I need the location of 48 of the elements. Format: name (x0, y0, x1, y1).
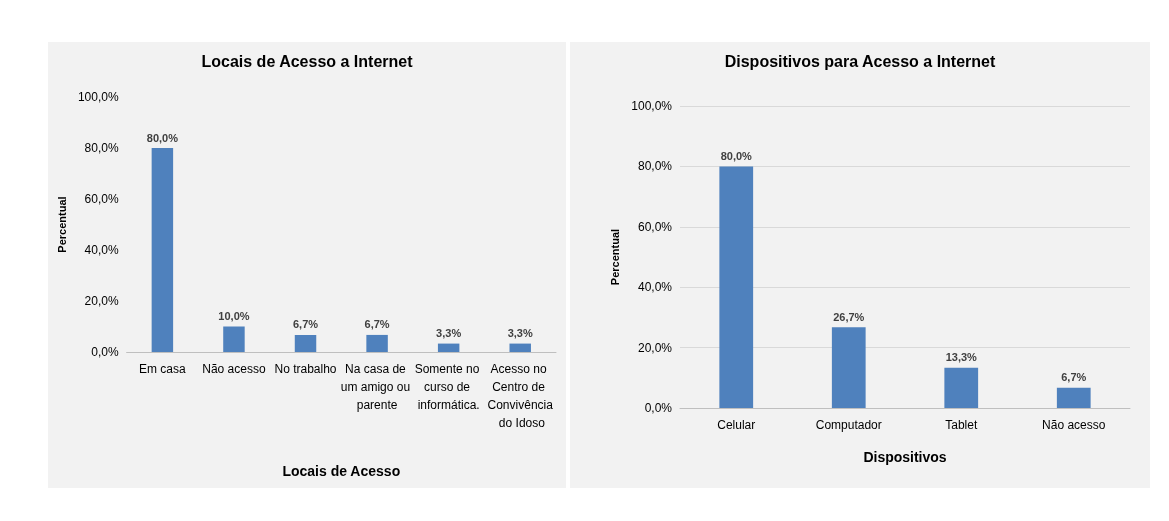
bar (831, 327, 866, 408)
x-tick-label: Não acesso (202, 362, 266, 376)
y-tick-label: 40,0% (637, 280, 673, 295)
bar (437, 343, 460, 352)
data-label: 80,0% (146, 131, 179, 144)
y-tick-label: 20,0% (84, 294, 119, 308)
y-tick-label: 80,0% (637, 159, 673, 174)
y-tick-label: 0,0% (91, 345, 119, 359)
data-label: 13,3% (945, 351, 978, 364)
x-tick-label: Computador (815, 418, 882, 432)
y-tick-label: 20,0% (637, 340, 673, 355)
x-tick-label: Em casa (139, 362, 187, 376)
x-axis-title: Dispositivos (863, 449, 947, 465)
y-tick-label: 100,0% (77, 90, 119, 104)
bar (223, 326, 245, 352)
x-tick-label: Somente no curso de informática. (414, 362, 483, 412)
x-tick-label: No trabalho (274, 362, 337, 376)
x-tick-label: Acesso no Centro de Convivência do Idoso (487, 362, 554, 430)
x-tick-label: Na casa de um amigo ou parente (340, 362, 414, 412)
bar (151, 148, 174, 352)
data-label: 3,3% (436, 327, 462, 340)
y-tick-label: 60,0% (637, 219, 673, 234)
chart-title: Dispositivos para Acesso a Internet (724, 52, 996, 70)
data-label: 80,0% (720, 149, 753, 162)
data-label: 10,0% (218, 310, 250, 322)
y-tick-label: 100,0% (631, 99, 673, 113)
bar (719, 166, 754, 408)
y-tick-label: 40,0% (84, 243, 119, 257)
x-tick-label: Não acesso (1042, 418, 1106, 432)
data-label: 6,7% (292, 318, 319, 331)
data-label: 26,7% (833, 310, 865, 323)
y-axis-title: Percentual (608, 228, 621, 286)
bar (509, 343, 531, 352)
y-tick-label: 60,0% (84, 192, 119, 206)
bar (294, 334, 317, 352)
y-tick-label: 0,0% (644, 401, 673, 415)
x-tick-label: Celular (717, 418, 756, 432)
x-axis-title: Locais de Acesso (282, 463, 401, 479)
data-label: 6,7% (1061, 371, 1087, 384)
data-label: 6,7% (364, 318, 390, 331)
y-axis-title: Percentual (55, 196, 68, 253)
bar (1056, 387, 1091, 408)
y-tick-label: 80,0% (84, 141, 119, 155)
bar (944, 367, 979, 408)
data-label: 3,3% (507, 327, 533, 340)
bar (366, 334, 388, 352)
x-tick-label: Tablet (945, 418, 978, 432)
chart-title: Locais de Acesso a Internet (201, 52, 414, 70)
